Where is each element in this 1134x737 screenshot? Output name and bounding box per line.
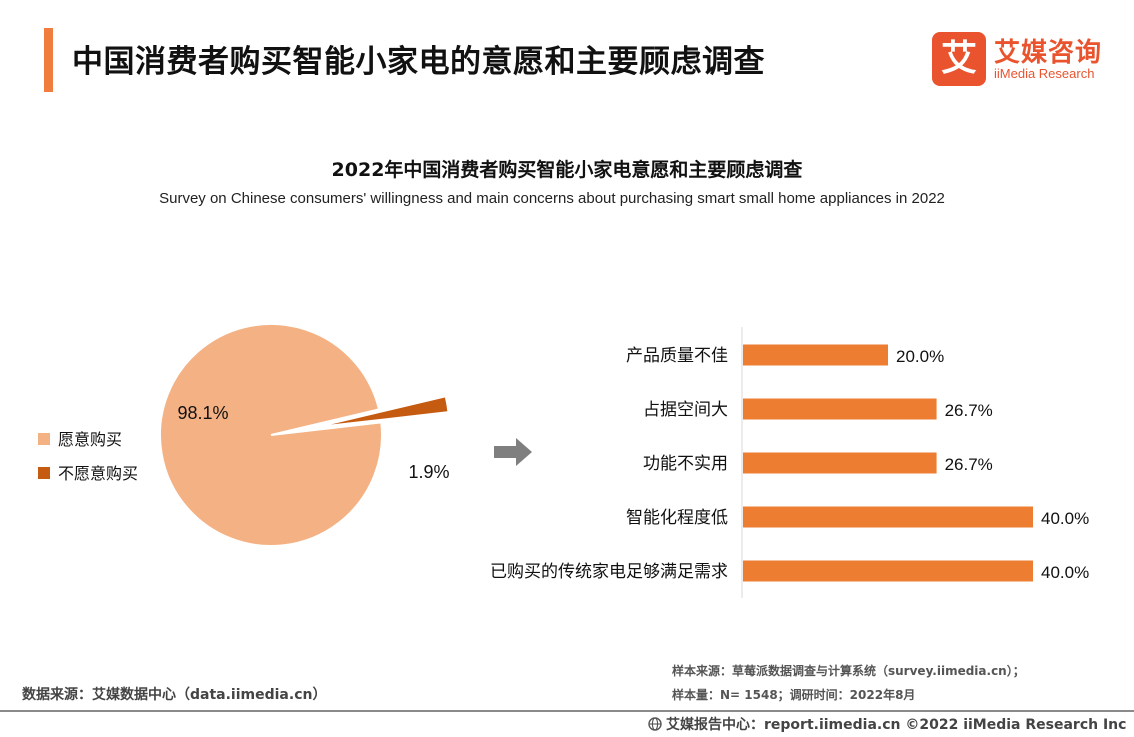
arrow-icon [494,438,532,466]
footer-divider [0,710,1134,712]
bar [743,506,1033,528]
legend-entry: 不愿意购买 [58,464,138,483]
bar-category-label: 占据空间大 [643,400,728,420]
bar-value-label: 26.7% [945,401,993,420]
bar-category-label: 智能化程度低 [626,508,728,528]
pie-slice [314,395,450,429]
legend-swatch [38,467,50,479]
footer-bottom-text: 艾媒报告中心：report.iimedia.cn ©2022 iiMedia R… [666,717,1127,733]
logo-en-text: iiMedia Research [994,66,1095,81]
bar [743,344,888,366]
title-accent-bar [44,28,53,92]
bar-category-label: 产品质量不佳 [626,346,728,366]
legend-entry: 愿意购买 [58,430,122,449]
logo-cn-text: 艾媒咨询 [994,38,1103,68]
globe-icon [648,717,662,731]
pie-slice [159,322,383,547]
bar-value-label: 20.0% [896,347,944,366]
sample-source: 样本来源：草莓派数据调查与计算系统（survey.iimedia.cn）； [672,664,1025,678]
page-title: 中国消费者购买智能小家电的意愿和主要顾虑调查 [72,44,765,80]
bar-value-label: 26.7% [945,455,993,474]
bar-category-label: 已购买的传统家电足够满足需求 [490,562,728,582]
data-source: 数据来源：艾媒数据中心（data.iimedia.cn） [22,687,327,703]
footer-copyright: 艾媒报告中心：report.iimedia.cn ©2022 iiMedia R… [648,714,1126,734]
chart-title: 2022年中国消费者购买智能小家电意愿和主要顾虑调查 [331,159,803,181]
bar-category-label: 功能不实用 [643,454,728,474]
bar [743,452,937,474]
iimedia-logo: 艾 艾媒咨询 iiMedia Research [932,32,1122,88]
logo-mark: 艾 [932,32,986,86]
pie-label: 98.1% [177,403,228,423]
pie-label: 1.9% [408,462,449,482]
chart-subtitle: Survey on Chinese consumers' willingness… [159,190,945,207]
bar [743,398,937,420]
bar-value-label: 40.0% [1041,509,1089,528]
legend-swatch [38,433,50,445]
bar-value-label: 40.0% [1041,563,1089,582]
bar [743,560,1033,582]
sample-info: 样本量：N= 1548；调研时间：2022年8月 [672,688,916,702]
